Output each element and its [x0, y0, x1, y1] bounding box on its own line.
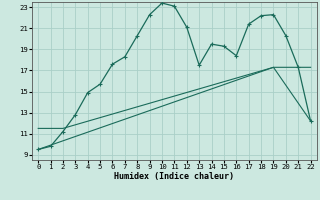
X-axis label: Humidex (Indice chaleur): Humidex (Indice chaleur) [115, 172, 234, 181]
